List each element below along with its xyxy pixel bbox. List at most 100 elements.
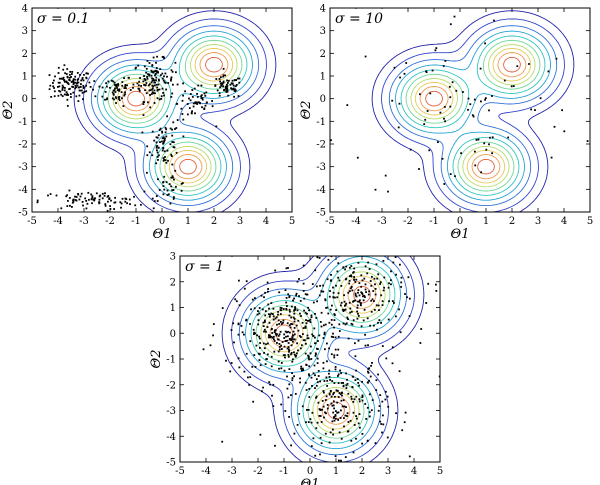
sample-point xyxy=(257,319,260,322)
sample-point xyxy=(142,80,145,83)
sample-point xyxy=(449,23,452,26)
sample-point xyxy=(265,330,267,333)
sample-point xyxy=(334,336,337,339)
sample-point xyxy=(290,316,293,319)
sample-point xyxy=(331,404,334,407)
sample-point xyxy=(563,130,566,133)
sample-point xyxy=(310,421,313,424)
sample-point xyxy=(491,95,493,97)
sample-point xyxy=(71,206,73,208)
y-tick-label: -3 xyxy=(316,162,326,173)
sample-point xyxy=(268,334,270,336)
contour-level-9 xyxy=(419,52,527,180)
sample-point xyxy=(201,97,204,99)
sample-point xyxy=(312,437,315,440)
sample-point xyxy=(64,87,66,89)
sample-point xyxy=(71,71,74,73)
y-axis-label: Θ2 xyxy=(149,350,164,369)
sample-point xyxy=(103,194,106,197)
sample-point xyxy=(222,85,225,88)
sample-point xyxy=(161,149,164,152)
sample-point xyxy=(403,421,406,424)
sample-point xyxy=(358,300,361,303)
sample-point xyxy=(400,286,402,288)
sample-point xyxy=(78,89,81,92)
sample-point xyxy=(258,307,261,309)
sample-point xyxy=(321,408,324,411)
sample-point xyxy=(238,279,240,282)
sample-point xyxy=(57,72,60,74)
sample-point xyxy=(394,256,397,258)
sample-point xyxy=(259,353,261,355)
sample-point xyxy=(54,75,56,78)
x-tick-label: -5 xyxy=(175,466,185,477)
sample-point xyxy=(72,199,74,202)
sample-point xyxy=(80,83,82,85)
sample-point xyxy=(319,409,322,411)
sample-point xyxy=(170,76,173,79)
sample-point xyxy=(172,121,175,124)
sample-point xyxy=(320,290,323,292)
sample-point xyxy=(162,193,165,196)
sample-point xyxy=(287,267,289,269)
sample-point xyxy=(357,300,359,303)
sample-point xyxy=(266,353,269,356)
sample-point xyxy=(346,412,349,415)
sample-point xyxy=(288,314,291,317)
plot-area xyxy=(32,8,292,212)
sample-point xyxy=(163,188,166,191)
sample-point xyxy=(326,404,329,406)
sample-point xyxy=(362,319,365,322)
sample-point xyxy=(356,307,359,309)
sample-point xyxy=(297,319,300,322)
sample-point xyxy=(316,256,319,259)
sample-point xyxy=(229,370,232,373)
sample-point xyxy=(326,342,328,345)
sample-point xyxy=(116,89,119,91)
sample-point xyxy=(425,70,427,73)
sample-point xyxy=(356,310,358,313)
sample-point xyxy=(156,136,159,139)
sample-point xyxy=(204,94,207,97)
sample-point xyxy=(319,453,321,456)
sample-point xyxy=(264,310,267,312)
sample-point xyxy=(65,91,68,94)
sample-point xyxy=(80,192,83,195)
sample-point xyxy=(298,335,301,337)
sample-point xyxy=(392,261,395,264)
sample-point xyxy=(308,373,310,376)
sample-point xyxy=(347,318,349,320)
sample-point xyxy=(156,97,159,100)
sample-point xyxy=(381,431,383,434)
sample-point xyxy=(317,348,319,350)
sample-point xyxy=(237,333,240,336)
sample-point xyxy=(274,329,276,332)
sample-point xyxy=(318,294,321,297)
sample-point xyxy=(335,284,337,287)
sample-point xyxy=(124,85,127,88)
sample-point xyxy=(288,338,291,340)
sample-point xyxy=(337,292,340,295)
sample-point xyxy=(156,145,159,147)
sample-point xyxy=(344,414,347,417)
sample-point xyxy=(165,135,168,138)
sample-point xyxy=(337,396,340,398)
sample-point xyxy=(170,153,173,156)
sample-point xyxy=(256,334,258,337)
sample-point xyxy=(156,55,158,58)
sample-point xyxy=(107,80,110,83)
sample-point xyxy=(350,398,353,400)
sample-point xyxy=(302,327,305,329)
sample-point xyxy=(333,382,336,384)
sample-point xyxy=(355,417,358,420)
sample-point xyxy=(287,346,290,348)
sample-point xyxy=(278,333,281,336)
sample-point xyxy=(156,70,159,73)
sample-point xyxy=(148,84,150,87)
sample-point xyxy=(266,326,269,328)
sample-point xyxy=(308,374,311,377)
sample-point xyxy=(284,354,286,356)
sample-point xyxy=(323,391,325,394)
sample-point xyxy=(435,47,438,49)
sample-point xyxy=(105,82,107,85)
